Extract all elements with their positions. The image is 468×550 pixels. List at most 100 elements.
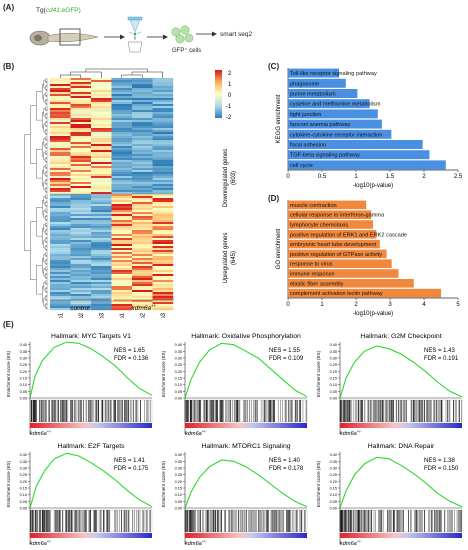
mutant-group-label: kdm6a+/- [132, 303, 157, 312]
rank-color-bar [340, 423, 462, 428]
bar [288, 269, 399, 278]
x-tick-label: 2 [422, 174, 426, 180]
category-label: Toll-like receptor signaling pathway [290, 71, 377, 77]
panel-label-c: (C) [268, 62, 280, 71]
bar [288, 249, 387, 259]
bar [288, 140, 423, 149]
fdr-value: FDR = 0.150 [424, 466, 459, 472]
bar [288, 78, 346, 88]
enrichment-curve [339, 345, 463, 399]
gsea-title: Hallmark: MTORC1 Signaling [201, 443, 290, 450]
y-axis-label: Enrichment score (ES) [161, 350, 166, 397]
group-label: kdm6a+/- [185, 429, 207, 438]
sample-label: rep2 [79, 312, 85, 318]
y-tick-label: 0.20 [20, 480, 27, 484]
bar [288, 129, 392, 139]
y-tick-label: 0.00 [175, 507, 182, 511]
category-label: cysteine and methionine metabolism [290, 102, 381, 108]
y-tick-label: 0.40 [330, 343, 337, 347]
bar [288, 150, 430, 160]
bar [288, 220, 373, 229]
y-tick-label: 0.00 [330, 397, 337, 401]
y-tick-label: 0.40 [175, 343, 182, 347]
nes-value: NES = 1.41 [114, 458, 146, 464]
category-label: response to virus [290, 262, 333, 268]
rank-color-bar [30, 423, 152, 428]
gsea-plot-e2f-targets: Hallmark: E2F Targets 0.40 0.35 0.30 0.25 0.2… [6, 443, 153, 548]
x-axis-label: -log10(p-value) [353, 183, 393, 189]
y-tick-label: 0.05 [330, 390, 337, 394]
group-label: kdm6a+/- [340, 429, 362, 438]
panel-a-schematic: Tg(cd41:eGFP) GFP⁺ cells smart seq2 [29, 7, 253, 54]
svg-text:(603): (603) [231, 171, 237, 185]
sample-label: rep1 [58, 312, 64, 318]
gsea-title: Hallmark: MYC Targets V1 [51, 333, 131, 340]
y-tick-label: 0.25 [20, 363, 27, 367]
fdr-value: FDR = 0.175 [114, 466, 149, 472]
y-tick-label: 0.15 [175, 487, 182, 491]
group-label: kdm6a+/- [185, 539, 207, 548]
gene-hit-ticks [29, 399, 153, 423]
bar [288, 279, 414, 288]
y-axis-label: KEGG enrichment [276, 94, 282, 143]
rank-color-bar [30, 533, 152, 538]
y-tick-label: 0.20 [330, 370, 337, 374]
y-tick-label: 0.30 [175, 467, 182, 471]
colorbar-tick: 1 [228, 82, 232, 88]
y-tick-label: 0.35 [330, 350, 337, 354]
category-label: cellular response to interferon-gamma [290, 213, 385, 219]
x-tick-label: 0.5 [318, 174, 327, 180]
bar [288, 109, 378, 119]
upregulated-label: Upregulated genes (645) [223, 233, 237, 284]
sample-label: rep2 [140, 312, 146, 318]
gfp-cells-label: GFP⁺ cells [172, 47, 201, 54]
y-axis-label: Enrichment score (ES) [316, 460, 321, 507]
gene-hit-ticks [29, 509, 153, 533]
bar [288, 239, 380, 249]
x-axis-label: -log10(p-value) [353, 311, 393, 317]
x-tick-label: 2.5 [454, 174, 463, 180]
colorbar-tick: -2 [226, 115, 232, 121]
category-label: TGF-beta signaling pathway [290, 153, 360, 159]
y-tick-label: 0.25 [20, 473, 27, 477]
y-axis-label: Enrichment score (ES) [161, 460, 166, 507]
y-tick-label: 0.00 [175, 397, 182, 401]
gsea-plot-dna-repair: Hallmark: DNA Repair 0.40 0.35 0.30 0.25 0.20… [316, 443, 463, 548]
y-tick-label: 0.40 [20, 343, 27, 347]
y-tick-label: 0.35 [175, 350, 182, 354]
x-tick-label: 1.5 [386, 174, 395, 180]
gfp-cells-icon [171, 25, 194, 44]
smart-seq2-label: smart seq2 [220, 31, 253, 38]
sample-labels: rep1 rep2 rep3 rep1 rep2 rep3 [58, 312, 167, 318]
y-tick-label: 0.25 [175, 473, 182, 477]
y-tick-label: 0.05 [175, 500, 182, 504]
downregulated-label: Downregulated genes (603) [223, 149, 237, 207]
category-label: purine metabolism [290, 92, 336, 98]
category-label: embryonic heart tube development [290, 242, 377, 248]
group-label: kdm6a+/- [30, 429, 52, 438]
category-label: immune response [290, 272, 334, 278]
fdr-value: FDR = 0.191 [424, 356, 459, 362]
y-tick-label: 0.10 [330, 383, 337, 387]
zebrafish-embryo-image [29, 28, 99, 46]
bar [288, 99, 370, 109]
y-axis-label: GO enrichment [276, 228, 282, 269]
y-tick-label: 0.10 [20, 493, 27, 497]
group-label: kdm6a+/- [340, 539, 362, 548]
panel-label-e: (E) [3, 320, 14, 329]
category-label: positive regulation of ERK1 and ERK2 cas… [290, 232, 407, 238]
category-label: cell cycle [290, 163, 313, 169]
category-label: muscle contraction [290, 203, 337, 209]
gsea-title: Hallmark: DNA Repair [368, 443, 435, 450]
y-tick-label: 0.30 [330, 467, 337, 471]
group-label: kdm6a+/- [30, 539, 52, 548]
x-tick-label: 0 [286, 174, 290, 180]
y-tick-label: 0.15 [175, 377, 182, 381]
y-tick-label: 0.25 [330, 473, 337, 477]
sample-label: rep1 [120, 312, 126, 318]
y-tick-label: 0.40 [330, 453, 337, 457]
kegg-bar-chart: Toll-like receptor signaling pathway phag… [276, 68, 463, 189]
rank-color-bar [185, 533, 307, 538]
y-tick-label: 0.40 [175, 453, 182, 457]
sample-label: rep3 [161, 312, 167, 318]
